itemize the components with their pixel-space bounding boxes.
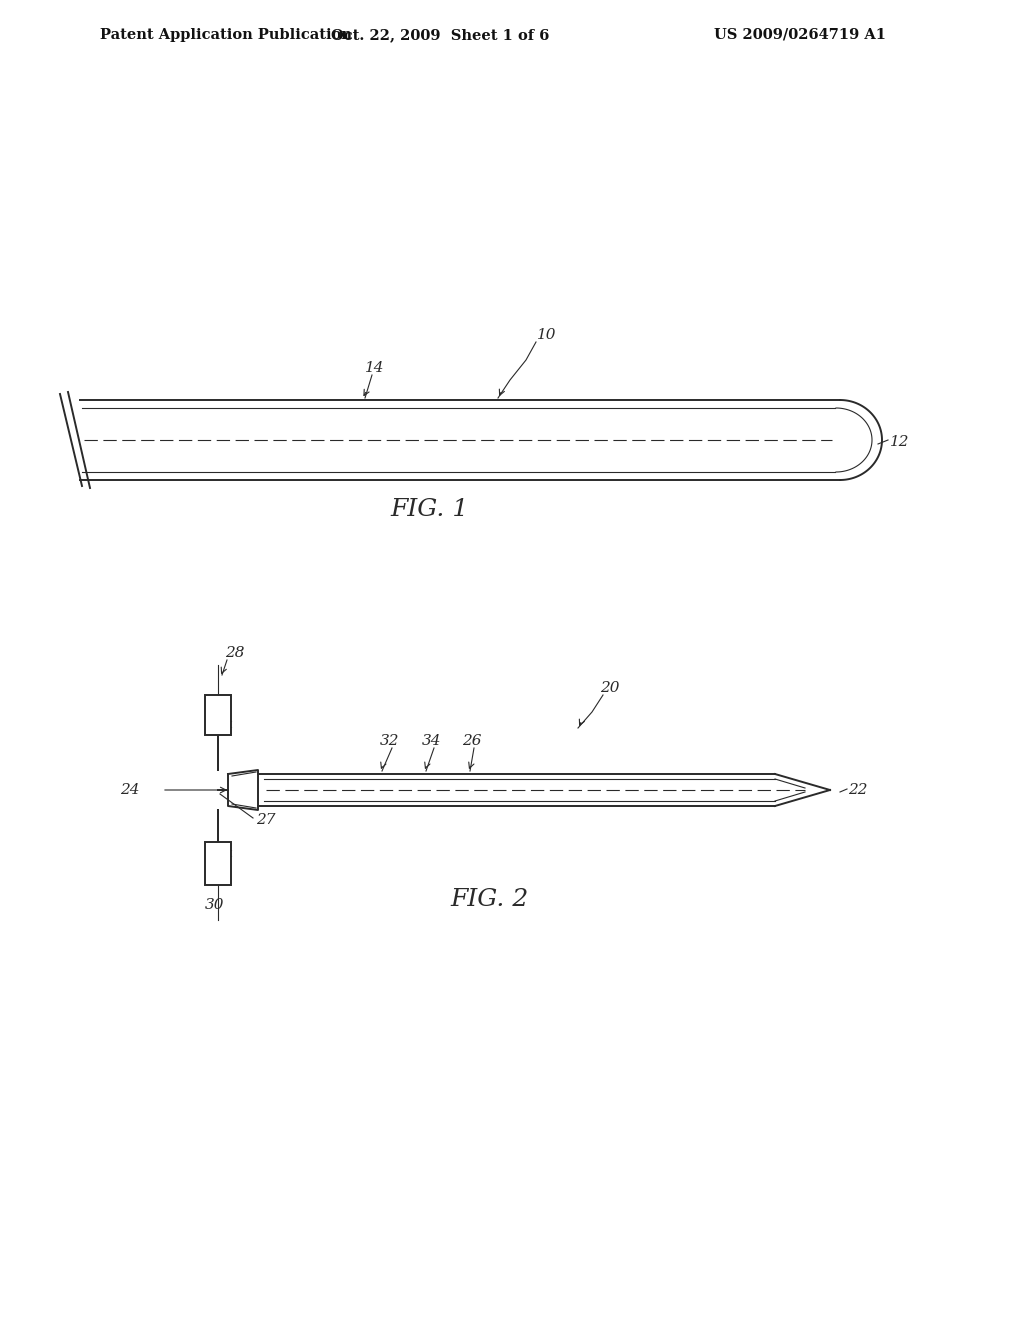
Text: Oct. 22, 2009  Sheet 1 of 6: Oct. 22, 2009 Sheet 1 of 6 <box>331 28 549 42</box>
Text: 12: 12 <box>890 436 909 449</box>
Text: 30: 30 <box>205 898 224 912</box>
Bar <box>205 696 231 735</box>
Text: 24: 24 <box>121 783 140 797</box>
Text: FIG. 1: FIG. 1 <box>391 499 469 521</box>
Text: 10: 10 <box>537 327 556 342</box>
Bar <box>205 842 231 884</box>
Text: US 2009/0264719 A1: US 2009/0264719 A1 <box>714 28 886 42</box>
Text: Patent Application Publication: Patent Application Publication <box>100 28 352 42</box>
Text: 27: 27 <box>256 813 275 828</box>
Text: 34: 34 <box>422 734 441 748</box>
Text: 22: 22 <box>848 783 867 797</box>
Text: 20: 20 <box>600 681 620 696</box>
Text: 28: 28 <box>225 645 245 660</box>
Text: FIG. 2: FIG. 2 <box>451 888 529 912</box>
Text: 26: 26 <box>462 734 481 748</box>
Text: 32: 32 <box>380 734 399 748</box>
Text: 14: 14 <box>365 360 384 375</box>
